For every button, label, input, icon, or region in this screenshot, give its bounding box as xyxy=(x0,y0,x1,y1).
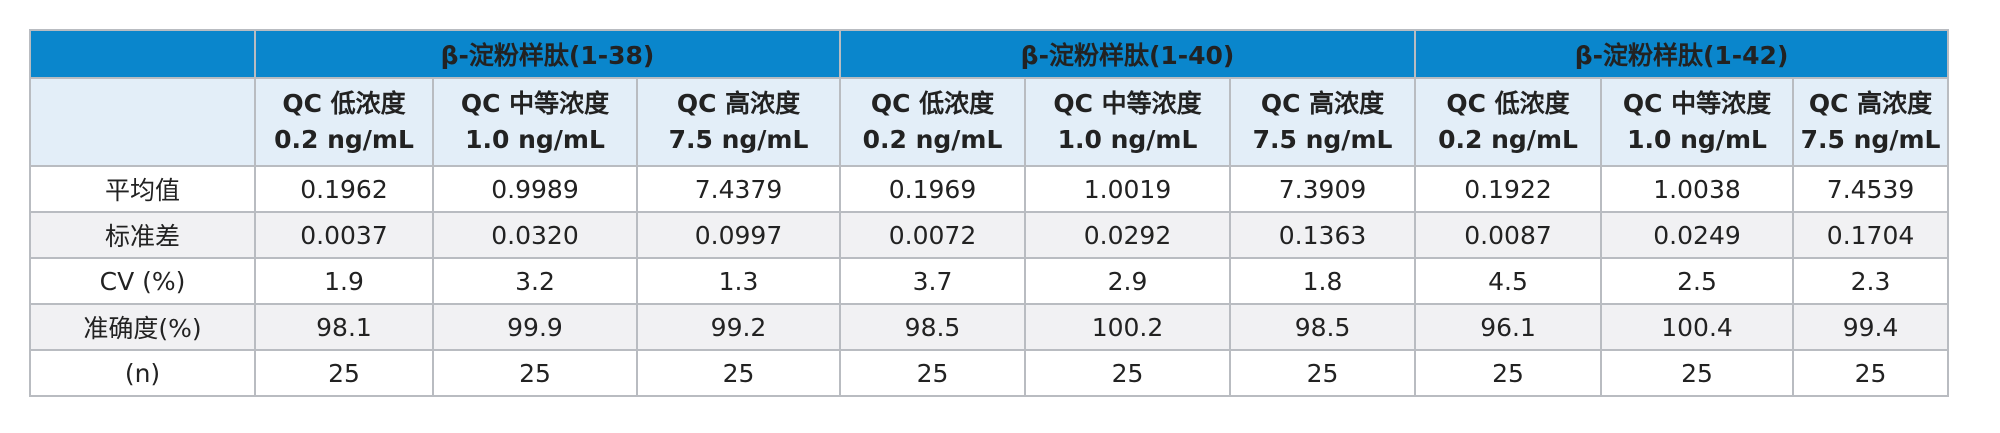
table-cell: 99.2 xyxy=(635,303,842,351)
qc-level-header: QC 中等浓度 1.0 ng/mL xyxy=(1024,77,1232,167)
qc-level-concentration: 1.0 ng/mL xyxy=(1627,125,1767,154)
row-label: CV (%) xyxy=(29,257,256,305)
table-cell: 25 xyxy=(432,349,638,397)
qc-level-concentration: 7.5 ng/mL xyxy=(1800,125,1941,154)
row-label: 平均值 xyxy=(29,165,256,213)
table-cell: 100.4 xyxy=(1600,303,1795,351)
table-row: 标准差 0.0037 0.0320 0.0997 0.0072 0.0292 0.1363 0… xyxy=(29,211,1950,259)
qc-level-name: QC 中等浓度 xyxy=(1622,89,1772,118)
qc-level-header: QC 中等浓度 1.0 ng/mL xyxy=(1600,77,1795,167)
table-cell: 0.1962 xyxy=(254,165,434,213)
table-cell: 0.0072 xyxy=(839,211,1027,259)
table-cell: 0.1363 xyxy=(1229,211,1417,259)
qc-level-name: QC 低浓度 xyxy=(870,89,995,118)
table-cell: 25 xyxy=(635,349,842,397)
qc-level-concentration: 7.5 ng/mL xyxy=(1252,125,1393,154)
group-header: β-淀粉样肽(1-38) xyxy=(253,29,842,79)
table-cell: 100.2 xyxy=(1024,303,1232,351)
qc-level-name: QC 中等浓度 xyxy=(1053,89,1202,118)
table-cell: 0.1922 xyxy=(1414,165,1603,213)
table-cell: 2.5 xyxy=(1600,257,1795,305)
table-cell: 0.9989 xyxy=(432,165,638,213)
table-cell: 99.4 xyxy=(1792,303,1950,351)
qc-level-concentration: 0.2 ng/mL xyxy=(1438,125,1578,154)
table-cell: 0.0087 xyxy=(1414,211,1603,259)
table-cell: 0.0249 xyxy=(1600,211,1795,259)
table-cell: 25 xyxy=(254,349,434,397)
table-cell: 25 xyxy=(839,349,1027,397)
qc-level-concentration: 1.0 ng/mL xyxy=(465,125,605,154)
table-cell: 0.0292 xyxy=(1024,211,1232,259)
qc-level-name: QC 高浓度 xyxy=(1808,89,1933,118)
table-cell: 0.0320 xyxy=(432,211,638,259)
table-cell: 0.0997 xyxy=(635,211,842,259)
table-cell: 1.0019 xyxy=(1024,165,1232,213)
table-cell: 7.3909 xyxy=(1229,165,1417,213)
qc-level-concentration: 0.2 ng/mL xyxy=(862,125,1003,154)
table-cell: 0.1704 xyxy=(1792,211,1950,259)
subheader-row: QC 低浓度 0.2 ng/mL QC 中等浓度 1.0 ng/mL QC 高浓度 7.5… xyxy=(29,77,1950,167)
group-header: β-淀粉样肽(1-42) xyxy=(1414,29,1950,79)
table-cell: 1.3 xyxy=(635,257,842,305)
table-cell: 1.0038 xyxy=(1600,165,1795,213)
row-label: 标准差 xyxy=(29,211,256,259)
table-cell: 25 xyxy=(1024,349,1232,397)
qc-results-table: β-淀粉样肽(1-38) β-淀粉样肽(1-40) β-淀粉样肽(1-42) Q… xyxy=(29,29,1950,397)
qc-level-name: QC 低浓度 xyxy=(1446,89,1570,118)
qc-level-header: QC 高浓度 7.5 ng/mL xyxy=(635,77,842,167)
qc-level-name: QC 高浓度 xyxy=(676,89,801,118)
qc-level-concentration: 1.0 ng/mL xyxy=(1057,125,1198,154)
table-cell: 25 xyxy=(1792,349,1950,397)
table-cell: 99.9 xyxy=(432,303,638,351)
table-cell: 25 xyxy=(1229,349,1417,397)
corner-cell xyxy=(29,77,256,167)
qc-level-name: QC 低浓度 xyxy=(282,89,406,118)
qc-level-header: QC 中等浓度 1.0 ng/mL xyxy=(432,77,638,167)
qc-level-name: QC 中等浓度 xyxy=(460,89,610,118)
table-row: 准确度(%) 98.1 99.9 99.2 98.5 100.2 98.5 96.1 100.4… xyxy=(29,303,1950,351)
table-cell: 98.5 xyxy=(1229,303,1417,351)
table-cell: 1.9 xyxy=(254,257,434,305)
table-body: 平均值 0.1962 0.9989 7.4379 0.1969 1.0019 7.3909 0… xyxy=(29,165,1950,397)
table-cell: 96.1 xyxy=(1414,303,1603,351)
table-row: 平均值 0.1962 0.9989 7.4379 0.1969 1.0019 7.3909 0… xyxy=(29,165,1950,213)
table-cell: 25 xyxy=(1600,349,1795,397)
corner-cell xyxy=(29,29,256,79)
table-cell: 25 xyxy=(1414,349,1603,397)
table-cell: 2.3 xyxy=(1792,257,1950,305)
qc-level-header: QC 高浓度 7.5 ng/mL xyxy=(1229,77,1417,167)
table-row: CV (%) 1.9 3.2 1.3 3.7 2.9 1.8 4.5 2.5 2.3 xyxy=(29,257,1950,305)
group-header: β-淀粉样肽(1-40) xyxy=(839,29,1417,79)
qc-level-concentration: 0.2 ng/mL xyxy=(274,125,414,154)
table-cell: 4.5 xyxy=(1414,257,1603,305)
row-label: 准确度(%) xyxy=(29,303,256,351)
qc-level-header: QC 低浓度 0.2 ng/mL xyxy=(254,77,434,167)
row-label: (n) xyxy=(29,349,256,397)
qc-level-name: QC 高浓度 xyxy=(1260,89,1385,118)
group-header-row: β-淀粉样肽(1-38) β-淀粉样肽(1-40) β-淀粉样肽(1-42) xyxy=(29,29,1950,79)
table-row: (n) 25 25 25 25 25 25 25 25 25 xyxy=(29,349,1950,397)
table-cell: 98.5 xyxy=(839,303,1027,351)
table-cell: 3.7 xyxy=(839,257,1027,305)
table-cell: 7.4539 xyxy=(1792,165,1950,213)
table-cell: 3.2 xyxy=(432,257,638,305)
qc-level-concentration: 7.5 ng/mL xyxy=(668,125,809,154)
table-cell: 98.1 xyxy=(254,303,434,351)
table-cell: 2.9 xyxy=(1024,257,1232,305)
table-cell: 7.4379 xyxy=(635,165,842,213)
qc-level-header: QC 低浓度 0.2 ng/mL xyxy=(1414,77,1603,167)
table-cell: 0.1969 xyxy=(839,165,1027,213)
qc-level-header: QC 高浓度 7.5 ng/mL xyxy=(1792,77,1950,167)
table-cell: 1.8 xyxy=(1229,257,1417,305)
qc-level-header: QC 低浓度 0.2 ng/mL xyxy=(839,77,1027,167)
table-cell: 0.0037 xyxy=(254,211,434,259)
